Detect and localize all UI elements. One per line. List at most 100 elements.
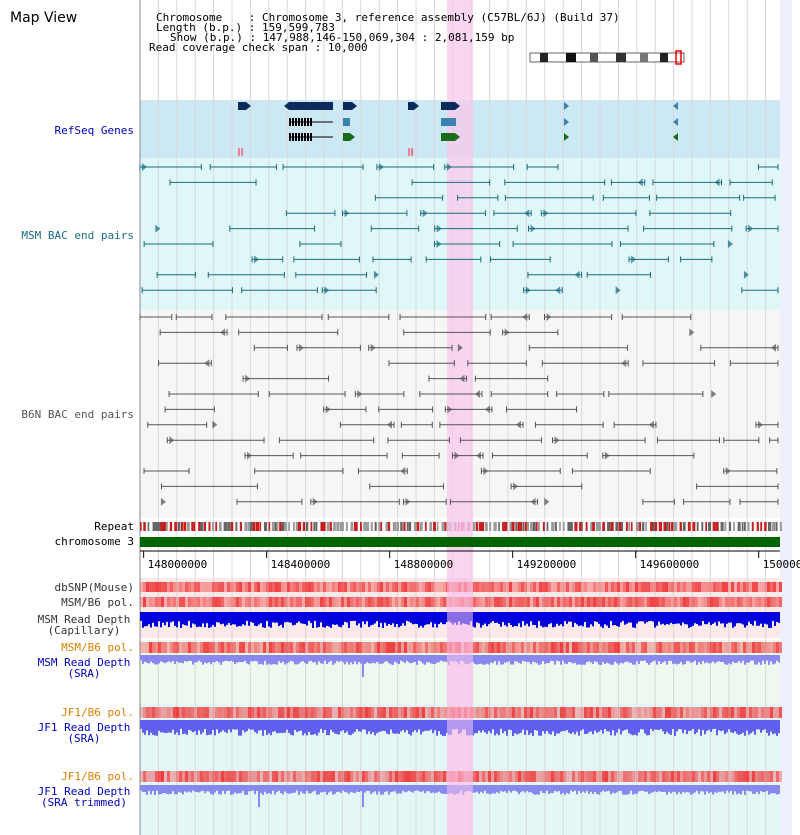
jf1-b6-pol-cell xyxy=(248,707,251,718)
msm-depth-cap-bar xyxy=(662,612,664,624)
dbsnp-cell xyxy=(764,582,767,592)
jf1-depth-trim-bar xyxy=(168,785,170,795)
msm-depth-sra-bar xyxy=(210,655,212,665)
msm-b6-pol-cell xyxy=(362,597,365,607)
msm-depth-sra-bar xyxy=(668,655,670,661)
msm-depth-cap-bar xyxy=(406,612,408,621)
msm-b6-pol-cell xyxy=(704,597,707,607)
jf1-b6-pol-cell xyxy=(500,707,503,718)
jf1-b6-pol2-cell xyxy=(731,771,734,782)
msm-depth-cap-bar xyxy=(604,612,606,625)
msm-depth-cap-bar xyxy=(208,612,210,628)
dbsnp-cell xyxy=(731,582,734,592)
jf1-b6-pol2-cell xyxy=(686,771,689,782)
msm-b6-pol2-cell xyxy=(632,642,635,653)
msm-depth-cap-bar xyxy=(240,612,242,627)
track-label-b6n-bac: B6N BAC end pairs xyxy=(21,408,134,421)
jf1-b6-pol2-cell xyxy=(653,771,656,782)
jf1-b6-pol-cell xyxy=(245,707,248,718)
msm-b6-pol-cell xyxy=(320,597,323,607)
jf1-depth-sra-bar xyxy=(254,720,256,733)
msm-b6-pol-cell xyxy=(146,597,149,607)
jf1-depth-sra-bar xyxy=(334,720,336,734)
msm-depth-sra-bar xyxy=(216,655,218,662)
jf1-b6-pol-cell xyxy=(224,707,227,718)
jf1-depth-trim-bar xyxy=(522,785,524,792)
repeat-block xyxy=(255,522,260,531)
dbsnp-cell xyxy=(632,582,635,592)
msm-depth-sra-line1: MSM Read Depth xyxy=(37,656,131,669)
jf1-b6-pol2-cell xyxy=(290,771,293,782)
jf1-b6-pol-cell xyxy=(266,707,269,718)
jf1-b6-pol-cell xyxy=(317,707,320,718)
jf1-depth-sra-bar xyxy=(270,720,272,736)
msm-b6-pol2-cell xyxy=(311,642,314,653)
track-label-msm-depth-sra: MSM Read Depth (SRA) xyxy=(32,657,136,679)
jf1-depth-sra-bar xyxy=(426,720,428,731)
msm-b6-pol-cell xyxy=(557,597,560,607)
msm-depth-sra-bar xyxy=(762,655,764,661)
gene-pink xyxy=(238,148,240,156)
msm-b6-pol-cell xyxy=(743,597,746,607)
jf1-depth-sra-bar xyxy=(554,720,556,736)
msm-b6-pol-cell xyxy=(620,597,623,607)
jf1-b6-pol-cell xyxy=(644,707,647,718)
jf1-depth-trim-bar xyxy=(380,785,382,795)
jf1-depth-sra-bar xyxy=(674,720,676,736)
msm-depth-cap-bar xyxy=(252,612,254,623)
msm-b6-pol-cell xyxy=(524,597,527,607)
coverage-label: Read coverage check span xyxy=(149,41,308,54)
b6n-bac-arrow xyxy=(546,313,552,321)
repeat-block xyxy=(140,522,142,531)
msm-b6-pol2-cell xyxy=(668,642,671,653)
jf1-b6-pol2-cell xyxy=(236,771,239,782)
msm-depth-cap-bar xyxy=(766,612,768,625)
jf1-depth-trim-bar xyxy=(540,785,542,791)
jf1-depth-trim-bar xyxy=(334,785,336,794)
msm-depth-cap-bar xyxy=(614,612,616,626)
msm-depth-cap-bar xyxy=(156,612,158,627)
jf1-depth-sra-bar xyxy=(560,720,562,732)
msm-depth-cap-bar xyxy=(528,612,530,627)
jf1-depth-sra-bar xyxy=(162,720,164,733)
jf1-depth-sra-bar xyxy=(372,720,374,733)
jf1-b6-pol-cell xyxy=(563,707,566,718)
msm-b6-pol-cell xyxy=(689,597,692,607)
msm-depth-cap-bar xyxy=(390,612,392,626)
msm-b6-pol2-cell xyxy=(635,642,638,653)
dbsnp-cell xyxy=(530,582,533,592)
jf1-depth-sra-bar xyxy=(700,720,702,736)
msm-b6-pol2-cell xyxy=(587,642,590,653)
msm-b6-pol2-cell xyxy=(146,642,149,653)
msm-b6-pol-cell xyxy=(647,597,650,607)
jf1-b6-pol2-cell xyxy=(713,771,716,782)
jf1-b6-pol-cell xyxy=(407,707,410,718)
dbsnp-cell xyxy=(239,582,242,592)
repeat-block xyxy=(281,522,285,531)
repeat-block xyxy=(244,522,248,531)
jf1-depth-sra-bar xyxy=(256,720,258,734)
dbsnp-cell xyxy=(443,582,446,592)
jf1-b6-pol2-cell xyxy=(590,771,593,782)
msm-b6-pol2-cell xyxy=(662,642,665,653)
dbsnp-cell xyxy=(377,582,380,592)
dbsnp-cell xyxy=(575,582,578,592)
jf1-b6-pol-cell xyxy=(191,707,194,718)
msm-depth-sra-bar xyxy=(174,655,176,664)
msm-bac-arrow xyxy=(530,224,536,233)
dbsnp-cell xyxy=(347,582,350,592)
jf1-depth-trim-bar xyxy=(236,785,238,794)
msm-depth-sra-bar xyxy=(520,655,522,664)
msm-depth-sra-bar xyxy=(588,655,590,662)
msm-depth-cap-bar xyxy=(294,612,296,625)
jf1-b6-pol2-cell xyxy=(284,771,287,782)
msm-depth-sra-bar xyxy=(730,655,732,665)
dbsnp-cell xyxy=(500,582,503,592)
msm-b6-pol-cell xyxy=(707,597,710,607)
jf1-depth-trim-bar xyxy=(306,785,308,791)
jf1-depth-trim-bar xyxy=(262,785,264,795)
msm-depth-sra-bar xyxy=(474,655,476,664)
msm-depth-sra-bar xyxy=(204,655,206,663)
msm-depth-sra-bar xyxy=(550,655,552,661)
